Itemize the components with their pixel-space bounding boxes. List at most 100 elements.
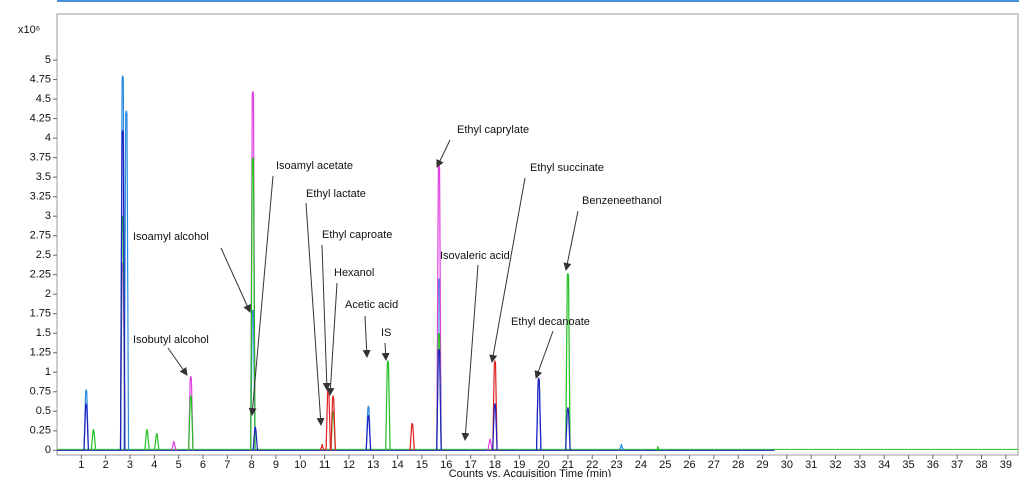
peak: [252, 426, 259, 451]
peak: [565, 407, 571, 451]
y-tick-label: 3.75: [30, 152, 51, 164]
x-tick-label: 2: [103, 459, 109, 471]
annotation-arrow: [489, 177, 526, 363]
peak: [436, 348, 442, 451]
y-tick-label: 0: [45, 444, 51, 456]
x-tick-label: 11: [319, 459, 330, 471]
peak: [535, 377, 542, 451]
x-tick-label: 31: [805, 459, 817, 471]
x-axis-label: Counts vs. Acquisition Time (min): [449, 468, 612, 477]
y-tick-label: 4: [45, 132, 51, 144]
annotation: Ethyl caprylate: [457, 124, 529, 136]
y-tick-label: 0.25: [30, 425, 51, 437]
x-tick-label: 39: [1000, 459, 1012, 471]
peak: [83, 403, 89, 451]
x-tick-label: 23: [610, 459, 622, 471]
annotation-arrow: [461, 264, 479, 441]
peak: [188, 395, 194, 451]
peak: [153, 433, 160, 451]
y-tick-label: 3.25: [30, 191, 51, 203]
annotation-arrow: [534, 330, 554, 379]
peak: [170, 440, 177, 451]
y-tick-label: 4.5: [36, 93, 51, 105]
y-tick-label: 0.5: [36, 405, 51, 417]
annotation: IS: [381, 327, 391, 339]
peak: [385, 360, 391, 451]
peak: [325, 387, 332, 451]
peak: [250, 157, 256, 451]
annotation-arrow: [167, 347, 188, 376]
annotation: Benzeneethanol: [582, 195, 662, 207]
peak: [119, 130, 126, 451]
annotation-arrow: [326, 282, 338, 396]
annotation: Isovaleric acid: [440, 250, 510, 262]
x-tick-label: 20: [537, 459, 549, 471]
annotation-arrow: [362, 315, 371, 358]
peak: [144, 429, 150, 451]
x-tick-label: 35: [902, 459, 914, 471]
x-tick-label: 1: [78, 459, 84, 471]
x-tick-label: 21: [562, 459, 574, 471]
peak: [487, 438, 493, 451]
x-tick-label: 27: [708, 459, 720, 471]
x-tick-label: 17: [464, 459, 476, 471]
annotation: Isoamyl alcohol: [133, 231, 209, 243]
peak: [123, 110, 130, 451]
x-tick-label: 24: [635, 459, 647, 471]
peak: [319, 443, 325, 451]
y-tick-label: 2.5: [36, 249, 51, 261]
x-tick-label: 26: [683, 459, 695, 471]
annotation-arrow: [436, 139, 451, 168]
x-tick-label: 5: [176, 459, 182, 471]
y-tick-label: 4.25: [30, 112, 51, 124]
annotation: Isobutyl alcohol: [133, 334, 209, 346]
peak: [90, 429, 97, 451]
y-tick-label: 2.25: [30, 269, 51, 281]
x-tick-label: 10: [294, 459, 306, 471]
annotation-arrow: [321, 244, 331, 391]
x-tick-label: 13: [367, 459, 379, 471]
x-tick-label: 28: [732, 459, 744, 471]
annotation: Ethyl caproate: [322, 229, 392, 241]
annotation-arrow: [248, 175, 274, 416]
x-tick-label: 15: [416, 459, 428, 471]
x-tick-label: 18: [489, 459, 501, 471]
peak: [492, 403, 498, 451]
y-tick-label: 2: [45, 288, 51, 300]
peak: [365, 415, 372, 451]
annotation: Isoamyl acetate: [276, 160, 353, 172]
x-tick-label: 32: [829, 459, 841, 471]
y-tick-label: 1: [45, 366, 51, 378]
y-tick-label: 1.75: [30, 308, 51, 320]
y-tick-label: 5: [45, 54, 51, 66]
x-tick-label: 16: [440, 459, 452, 471]
y-tick-label: 0.75: [30, 386, 51, 398]
peak: [655, 446, 661, 451]
plot-frame: [56, 13, 1019, 456]
peak: [330, 395, 336, 451]
x-tick-label: 14: [391, 459, 403, 471]
x-tick-label: 30: [781, 459, 793, 471]
x-tick-label: 9: [273, 459, 279, 471]
y-tick-label: 1.5: [36, 327, 51, 339]
annotation-arrow: [381, 342, 390, 361]
x-tick-label: 3: [127, 459, 133, 471]
x-tick-label: 7: [224, 459, 230, 471]
x-tick-label: 6: [200, 459, 206, 471]
x-tick-label: 38: [975, 459, 987, 471]
annotation: Acetic acid: [345, 299, 398, 311]
y-tick-label: 2.75: [30, 230, 51, 242]
x-tick-label: 33: [854, 459, 866, 471]
peak: [565, 273, 571, 451]
annotation: Hexanol: [334, 267, 374, 279]
x-tick-label: 4: [151, 459, 157, 471]
x-tick-label: 29: [756, 459, 768, 471]
x-tick-label: 12: [343, 459, 355, 471]
y-tick-label: 1.25: [30, 347, 51, 359]
annotation-arrow: [305, 202, 325, 426]
y-multiplier: x10⁶: [18, 24, 40, 36]
x-tick-label: 37: [951, 459, 963, 471]
x-tick-label: 34: [878, 459, 890, 471]
y-tick-label: 3: [45, 210, 51, 222]
